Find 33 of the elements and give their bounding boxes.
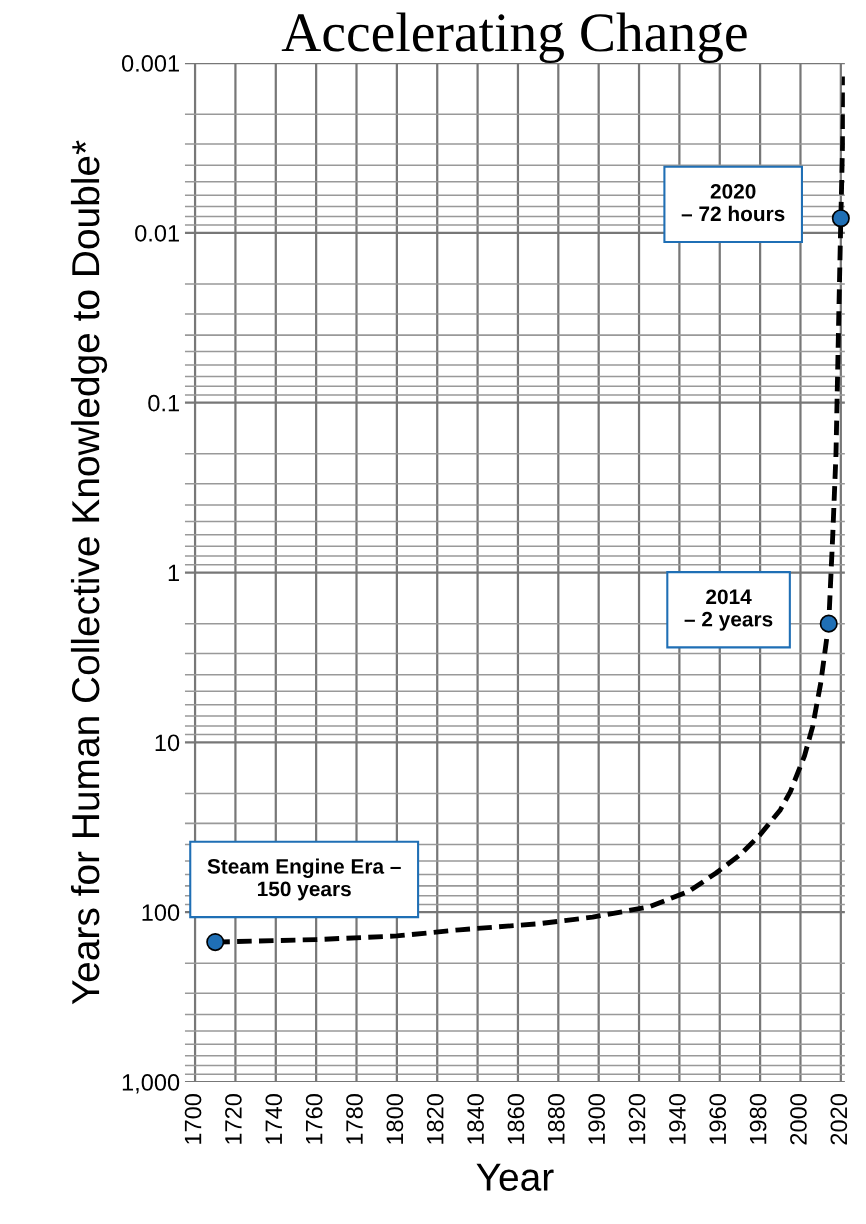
x-tick-label: 1840 bbox=[467, 1094, 484, 1144]
y-tick-label: 1,000 bbox=[122, 1074, 180, 1094]
point bbox=[819, 614, 838, 633]
x-tick-label: 1960 bbox=[709, 1094, 727, 1144]
x-tick-label: 1800 bbox=[386, 1094, 404, 1144]
x-tick-label: 1920 bbox=[628, 1094, 646, 1144]
annotation: Steam Engine Era – 150 years bbox=[207, 858, 401, 901]
y-tick-label: 0.001 bbox=[121, 55, 179, 72]
x-tick-label: 1700 bbox=[184, 1094, 202, 1144]
y-axis-title: Years for Human Collective Knowledge to Double* bbox=[70, 140, 108, 1005]
x-tick-label: 1880 bbox=[547, 1094, 565, 1144]
x-tick-label: 1820 bbox=[426, 1094, 444, 1144]
y-tick-label: 0.1 bbox=[148, 394, 179, 412]
x-tick-label: 1780 bbox=[346, 1094, 363, 1144]
x-tick-label: 1900 bbox=[588, 1094, 606, 1144]
x-tick-label: 1740 bbox=[265, 1094, 283, 1144]
point bbox=[831, 209, 850, 228]
x-tick-label: 1940 bbox=[669, 1094, 686, 1144]
x-axis-title: Year bbox=[476, 1163, 554, 1191]
annotation: 2020 – 72 hours bbox=[681, 183, 785, 222]
x-tick-label: 1860 bbox=[507, 1094, 525, 1144]
y-tick-label: 0.01 bbox=[135, 224, 179, 242]
y-tick-label: 10 bbox=[155, 734, 180, 752]
x-tick-label: 2000 bbox=[790, 1094, 807, 1145]
chart-title: Accelerating Change bbox=[281, 12, 747, 64]
y-tick-label: 1 bbox=[168, 564, 179, 582]
x-tick-label: 1980 bbox=[749, 1094, 767, 1144]
annotation: 2014 – 2 years bbox=[684, 589, 773, 631]
point bbox=[206, 933, 225, 952]
x-tick-label: 1720 bbox=[225, 1094, 242, 1144]
x-tick-label: 2020 bbox=[830, 1094, 848, 1145]
x-tick-label: 1760 bbox=[305, 1094, 323, 1144]
y-tick-label: 100 bbox=[142, 904, 180, 921]
